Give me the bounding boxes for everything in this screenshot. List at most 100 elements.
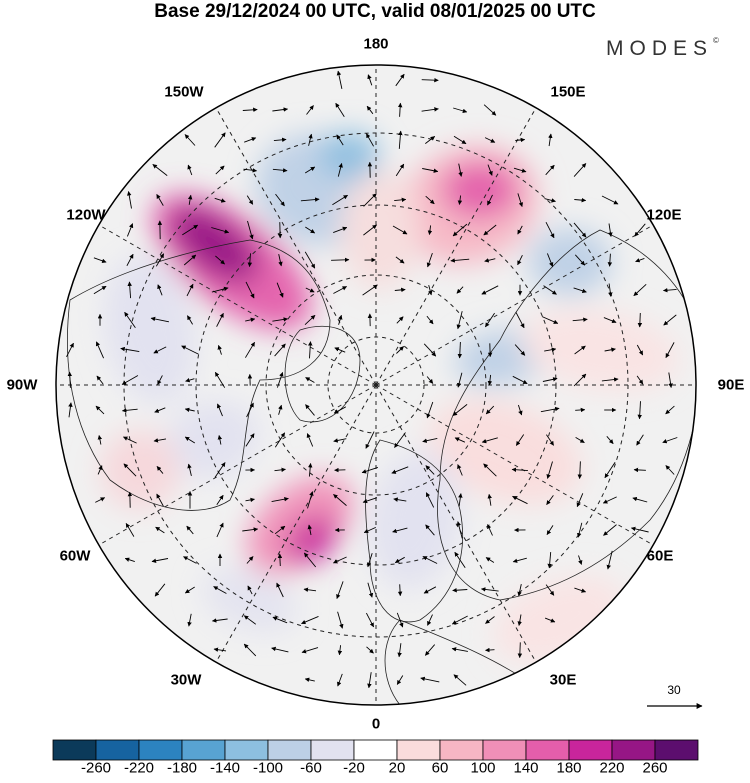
anomaly-blob-hudson-bay: [165, 400, 259, 480]
longitude-label: 60E: [646, 547, 674, 565]
wind-vector: [154, 583, 166, 597]
anomaly-blob-bering-chukchi: [320, 131, 380, 179]
wind-vector: [451, 647, 468, 652]
wind-vector: [546, 253, 554, 268]
colorbar-tick-label: 140: [513, 759, 539, 777]
wind-vector: [306, 433, 314, 447]
longitude-label: 90W: [6, 376, 38, 394]
wind-vector: [452, 404, 468, 416]
wind-vector: [271, 496, 289, 503]
chart-title: Base 29/12/2024 00 UTC, valid 08/01/2025…: [154, 1, 596, 22]
wind-vector: [427, 614, 433, 626]
wind-vector: [214, 462, 226, 478]
wind-vector: [665, 342, 675, 358]
wind-vector: [637, 401, 642, 420]
meridian: [375, 384, 654, 546]
wind-vector: [246, 556, 254, 564]
wind-vector: [184, 134, 196, 146]
wind-vector: [517, 404, 523, 416]
wind-vector: [187, 164, 193, 176]
wind-vector: [186, 283, 194, 297]
wind-vector: [392, 225, 408, 235]
coastline: [67, 239, 331, 511]
wind-vector: [67, 371, 73, 388]
wind-vector: [574, 345, 586, 355]
wind-vector: [665, 465, 675, 475]
wind-vector: [517, 225, 523, 235]
wind-vector: [308, 341, 313, 359]
wind-vector: [367, 74, 373, 86]
wind-vector: [333, 494, 347, 506]
wind-vector: [215, 165, 225, 175]
wind-vector: [335, 102, 345, 118]
wind-vector: [216, 312, 224, 327]
wind-vector: [606, 436, 614, 445]
wind-vector: [366, 105, 374, 115]
wind-vector: [181, 345, 199, 355]
colorbar-swatch: [95, 739, 140, 761]
wind-vector: [546, 434, 554, 446]
wind-vector: [187, 315, 193, 325]
wind-vector: [273, 137, 287, 143]
wind-vector: [304, 251, 316, 269]
meridian: [98, 224, 377, 386]
graticule: [56, 65, 696, 705]
wind-vector: [337, 673, 343, 687]
wind-vector: [337, 611, 344, 629]
wind-vector: [635, 257, 645, 263]
wind-vector: [242, 107, 258, 113]
wind-vector: [152, 164, 168, 176]
colorbar-tick-label: 180: [556, 759, 582, 777]
anomaly-halo: [520, 308, 680, 392]
colorbar-tick-label: -260: [80, 759, 112, 777]
wind-vector: [338, 314, 343, 325]
wind-vector: [425, 136, 436, 144]
wind-vector: [246, 402, 254, 418]
wind-vector: [396, 346, 404, 354]
wind-vector: [422, 556, 438, 564]
wind-vector: [182, 224, 199, 236]
wind-vector: [306, 105, 314, 115]
wind-vector: [575, 437, 585, 443]
wind-vector: [601, 195, 619, 205]
wind-vector: [275, 193, 285, 207]
wind-vector: [307, 524, 313, 536]
wind-vector: [425, 195, 435, 205]
wind-vector: [126, 253, 134, 267]
wind-vector: [367, 582, 374, 598]
wind-vector: [485, 647, 495, 653]
wind-vector: [301, 647, 319, 654]
colorbar-tick-label: -60: [300, 759, 322, 777]
wind-vector: [425, 492, 435, 508]
latitude-circle: [265, 274, 487, 496]
wind-vector: [421, 77, 439, 83]
wind-vector: [274, 343, 286, 357]
wind-vector: [276, 282, 284, 298]
wind-vector: [426, 252, 433, 268]
wind-vector: [216, 403, 223, 417]
wind-vector: [604, 347, 616, 352]
colorbar-tick-label: -220: [123, 759, 155, 777]
wind-vector: [333, 438, 347, 443]
colorbar-tick-label: 20: [388, 759, 406, 777]
wind-vector: [512, 557, 527, 563]
wind-vector: [633, 467, 646, 473]
wind-vector: [243, 615, 257, 625]
wind-vector: [367, 672, 372, 689]
wind-vector: [453, 674, 467, 686]
wind-vector: [394, 197, 407, 203]
colorbar-tick-label: -140: [209, 759, 241, 777]
wind-vector: [517, 254, 523, 266]
wind-vector: [396, 612, 404, 628]
wind-vector: [213, 586, 227, 594]
wind-vector: [425, 524, 435, 536]
longitude-label: 30W: [170, 671, 202, 689]
colorbar-swatch: [654, 739, 699, 761]
wind-vector: [307, 462, 313, 477]
wind-vector: [394, 556, 405, 564]
wind-vector: [396, 316, 404, 324]
wind-vector: [184, 586, 195, 594]
wind-vector: [150, 316, 169, 323]
longitude-label: 120W: [66, 206, 106, 224]
wind-vector: [392, 527, 408, 534]
